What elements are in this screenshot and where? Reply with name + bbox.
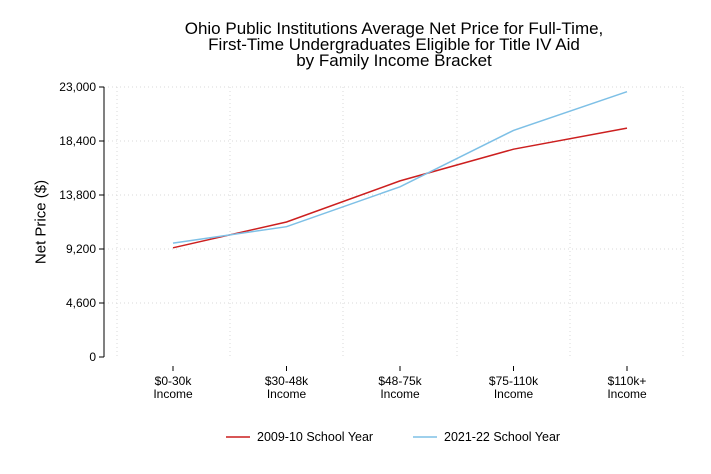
series-lines xyxy=(172,90,628,249)
axes xyxy=(99,86,628,371)
y-tick-label: 9,200 xyxy=(66,242,96,256)
y-axis-label: Net Price ($) xyxy=(32,180,49,264)
legend-label: 2009-10 School Year xyxy=(257,430,373,444)
chart-title: Ohio Public Institutions Average Net Pri… xyxy=(185,19,604,70)
y-tick-label: 0 xyxy=(89,350,96,364)
series-line-1 xyxy=(172,127,628,249)
chart-title-line: First-Time Undergraduates Eligible for T… xyxy=(208,35,580,54)
y-tick-label: 23,000 xyxy=(59,80,96,94)
x-tick-label: Income xyxy=(607,387,647,401)
x-tick-label: $0-30k xyxy=(155,374,193,388)
x-tick-label: Income xyxy=(494,387,534,401)
gridlines xyxy=(104,86,684,357)
legend-label: 2021-22 School Year xyxy=(444,430,560,444)
x-tick-labels: $0-30kIncome$30-48kIncome$48-75kIncome$7… xyxy=(153,374,647,401)
series-line-2 xyxy=(172,90,628,244)
x-tick-label: $110k+ xyxy=(608,374,647,388)
x-tick-label: $75-110k xyxy=(489,374,539,388)
y-tick-label: 13,800 xyxy=(59,188,96,202)
legend: 2009-10 School Year 2021-22 School Year xyxy=(226,430,560,444)
x-tick-label: $30-48k xyxy=(265,374,309,388)
y-tick-labels: 0 4,600 9,200 13,800 18,400 23,000 xyxy=(59,80,96,364)
x-tick-label: Income xyxy=(380,387,420,401)
y-tick-label: 18,400 xyxy=(59,134,96,148)
chart-title-line: Ohio Public Institutions Average Net Pri… xyxy=(185,19,604,38)
x-tick-label: Income xyxy=(267,387,307,401)
y-tick-label: 4,600 xyxy=(66,296,96,310)
x-tick-label: $48-75k xyxy=(378,374,422,388)
x-tick-label: Income xyxy=(153,387,193,401)
chart-title-line: by Family Income Bracket xyxy=(296,51,492,70)
